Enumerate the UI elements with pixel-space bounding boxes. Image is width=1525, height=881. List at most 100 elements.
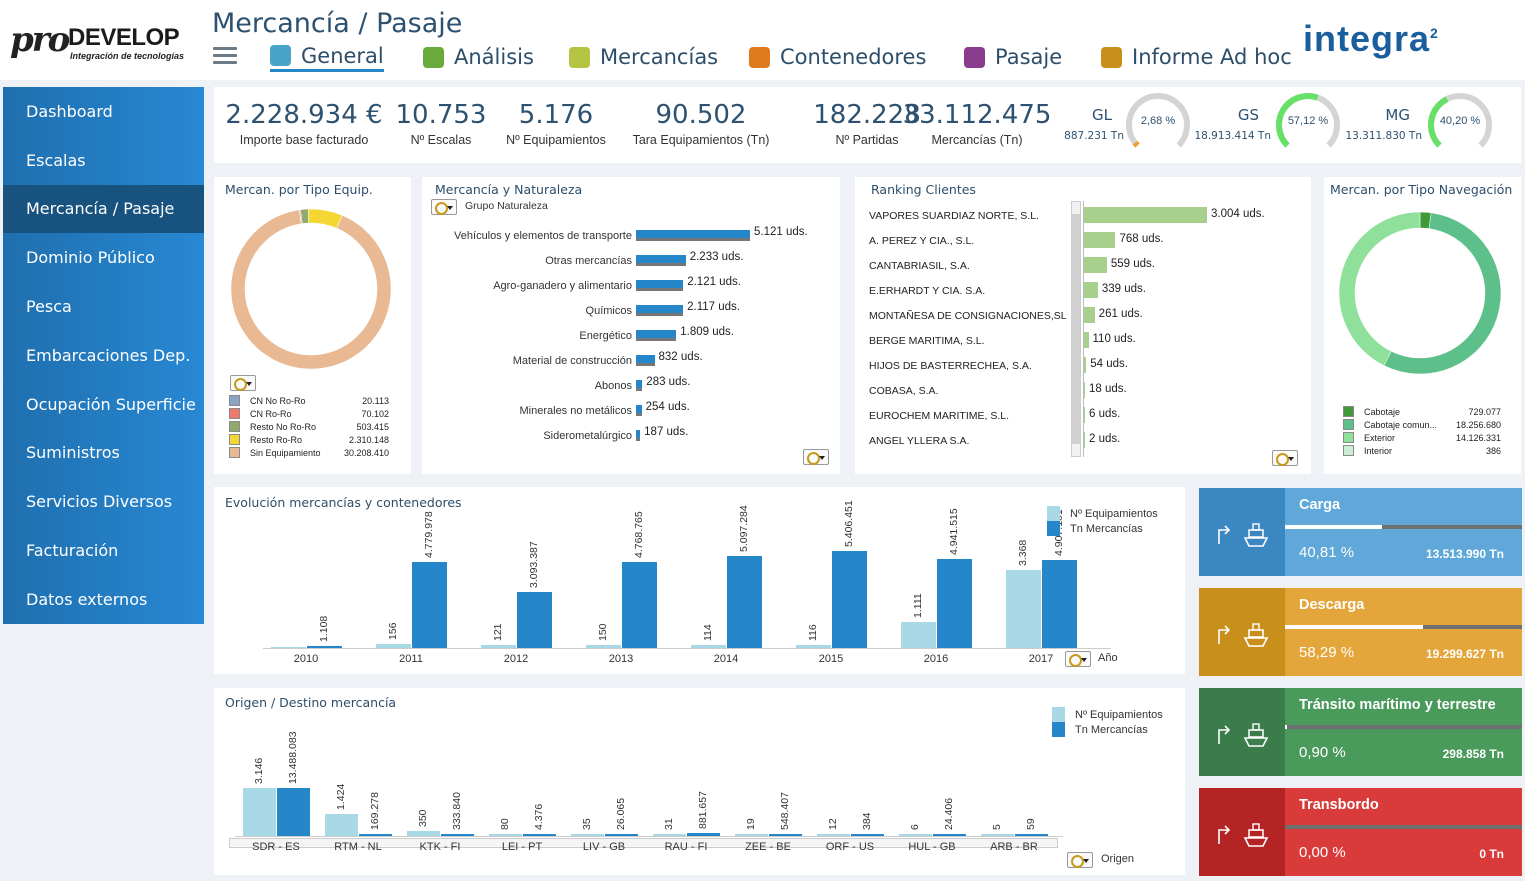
bar-equipamientos[interactable] xyxy=(571,834,604,836)
navegacion-legend-item[interactable]: Exterior 14.126.331 xyxy=(1343,432,1501,443)
sidebar-item-servicios-diversos[interactable]: Servicios Diversos xyxy=(26,492,173,512)
naturaleza-bar[interactable] xyxy=(636,330,677,338)
naturaleza-group-selector[interactable] xyxy=(431,199,457,215)
operation-card-carga[interactable]: Carga 40,81 % 13.513.990 Tn xyxy=(1199,488,1522,576)
tipo-equip-legend-item[interactable]: Resto Ro-Ro 2.310.148 xyxy=(229,434,389,445)
bar-equipamientos[interactable] xyxy=(325,814,358,836)
tab-mercancías[interactable]: Mercancías xyxy=(569,42,718,72)
sidebar-item-dominio-público[interactable]: Dominio Público xyxy=(26,248,155,268)
naturaleza-bar[interactable] xyxy=(636,230,750,238)
operation-card-tránsito[interactable]: Tránsito marítimo y terrestre 0,90 % 298.8… xyxy=(1199,688,1522,776)
bar-equipamientos[interactable] xyxy=(796,645,831,648)
operation-card-descarga[interactable]: Descarga 58,29 % 19.299.627 Tn xyxy=(1199,588,1522,676)
bar-tn-mercancias[interactable] xyxy=(933,834,966,836)
bar-tn-mercancias[interactable] xyxy=(851,834,884,836)
bar-tn-mercancias[interactable] xyxy=(727,556,762,648)
ranking-bar[interactable] xyxy=(1084,207,1207,223)
tab-pasaje[interactable]: Pasaje xyxy=(964,42,1062,72)
tipo-equip-legend-item[interactable]: Resto No Ro-Ro 503.415 xyxy=(229,421,389,432)
sidebar-item-embarcaciones-dep[interactable]: Embarcaciones Dep. xyxy=(26,345,191,365)
bar-tn-mercancias[interactable] xyxy=(517,592,552,648)
naturaleza-bar[interactable] xyxy=(636,380,643,388)
tipo-equip-legend-item[interactable]: CN Ro-Ro 70.102 xyxy=(229,408,389,419)
ranking-bar[interactable] xyxy=(1084,232,1116,248)
tab-contenedores[interactable]: Contenedores xyxy=(749,42,926,72)
sidebar-item-suministros[interactable]: Suministros xyxy=(26,443,120,463)
bar-equipamientos[interactable] xyxy=(376,644,411,648)
bar-equipamientos[interactable] xyxy=(817,834,850,836)
gauge-gl[interactable]: 2,68 % xyxy=(1124,91,1192,159)
naturaleza-bar[interactable] xyxy=(636,255,686,263)
evolucion-year-selector[interactable] xyxy=(1065,651,1091,667)
bar-equipamientos[interactable] xyxy=(691,645,726,648)
ranking-bar[interactable] xyxy=(1084,357,1087,373)
bar-tn-mercancias[interactable] xyxy=(605,834,638,836)
bar-tn-mercancias[interactable] xyxy=(687,832,720,836)
ranking-bar[interactable] xyxy=(1084,432,1085,448)
operation-card-transbordo[interactable]: Transbordo 0,00 % 0 Tn xyxy=(1199,788,1522,876)
tipo-equip-legend-item[interactable]: Sin Equipamiento 30.208.410 xyxy=(229,447,389,458)
chart-legend-item[interactable]: Tn Mercancías xyxy=(1047,521,1158,536)
tab-general[interactable]: General xyxy=(270,42,384,72)
tipo-equip-legend-item[interactable]: CN No Ro-Ro 20.113 xyxy=(229,395,389,406)
bar-equipamientos[interactable] xyxy=(899,834,932,836)
bar-tn-mercancias[interactable] xyxy=(523,834,556,836)
bar-tn-mercancias[interactable] xyxy=(412,562,447,648)
bar-equipamientos[interactable] xyxy=(586,644,621,648)
ranking-bar[interactable] xyxy=(1084,307,1095,323)
navegacion-donut[interactable] xyxy=(1338,211,1503,376)
prodevelop-logo[interactable]: pro DEVELOP Integración de tecnologías xyxy=(10,18,200,68)
tipo-equip-slice-3[interactable] xyxy=(307,208,343,229)
ranking-bar[interactable] xyxy=(1084,282,1098,298)
bar-tn-mercancias[interactable] xyxy=(441,834,474,836)
gauge-gs[interactable]: 57,12 % xyxy=(1274,91,1342,159)
bar-tn-mercancias[interactable] xyxy=(359,834,392,836)
naturaleza-bar[interactable] xyxy=(636,355,655,363)
naturaleza-export-button[interactable] xyxy=(803,449,829,465)
bar-equipamientos[interactable] xyxy=(981,834,1014,836)
tipo-equip-slice-4[interactable] xyxy=(230,209,392,370)
navegacion-slice-1[interactable] xyxy=(1383,212,1502,375)
bar-tn-mercancias[interactable] xyxy=(622,562,657,648)
bar-equipamientos[interactable] xyxy=(489,834,522,836)
sidebar-item-datos-externos[interactable]: Datos externos xyxy=(26,589,148,609)
ranking-bar[interactable] xyxy=(1084,257,1107,273)
bar-tn-mercancias[interactable] xyxy=(277,788,310,836)
naturaleza-bar[interactable] xyxy=(636,430,641,438)
naturaleza-bar[interactable] xyxy=(636,405,642,413)
bar-tn-mercancias[interactable] xyxy=(1015,834,1048,836)
hamburger-menu-icon[interactable] xyxy=(213,47,237,65)
bar-equipamientos[interactable] xyxy=(481,645,516,648)
bar-equipamientos[interactable] xyxy=(735,834,768,836)
tipo-equip-donut[interactable] xyxy=(229,207,394,372)
chart-legend-item[interactable]: Nº Equipamientos xyxy=(1047,506,1158,521)
origen-scrollbar[interactable] xyxy=(229,838,1058,848)
chart-legend-item[interactable]: Nº Equipamientos xyxy=(1052,707,1163,722)
bar-equipamientos[interactable] xyxy=(407,830,440,836)
navegacion-slice-2[interactable] xyxy=(1338,211,1421,366)
tipo-equip-selector[interactable] xyxy=(230,375,256,391)
ranking-export-button[interactable] xyxy=(1272,450,1298,466)
naturaleza-bar[interactable] xyxy=(636,305,684,313)
ranking-bar[interactable] xyxy=(1084,332,1089,348)
sidebar-item-ocupación-superficie[interactable]: Ocupación Superficie xyxy=(26,394,196,414)
navegacion-legend-item[interactable]: Cabotaje comun... 18.256.680 xyxy=(1343,419,1501,430)
ranking-scroll-thumb[interactable] xyxy=(1072,214,1080,444)
bar-tn-mercancias[interactable] xyxy=(307,646,342,648)
sidebar-item-pesca[interactable]: Pesca xyxy=(26,297,72,317)
navegacion-legend-item[interactable]: Interior 386 xyxy=(1343,445,1501,456)
ranking-bar[interactable] xyxy=(1084,407,1085,423)
sidebar-item-facturación[interactable]: Facturación xyxy=(26,541,119,561)
bar-equipamientos[interactable] xyxy=(271,647,306,648)
bar-tn-mercancias[interactable] xyxy=(1042,559,1077,648)
bar-tn-mercancias[interactable] xyxy=(832,550,867,648)
navegacion-legend-item[interactable]: Cabotaje 729.077 xyxy=(1343,406,1501,417)
bar-equipamientos[interactable] xyxy=(243,787,276,836)
chart-legend-item[interactable]: Tn Mercancías xyxy=(1052,722,1163,737)
integra-logo[interactable]: integra2 xyxy=(1303,18,1439,60)
naturaleza-bar[interactable] xyxy=(636,280,684,288)
bar-tn-mercancias[interactable] xyxy=(769,834,802,836)
ranking-bar[interactable] xyxy=(1084,382,1085,398)
bar-equipamientos[interactable] xyxy=(901,622,936,648)
origen-selector[interactable] xyxy=(1067,852,1093,868)
